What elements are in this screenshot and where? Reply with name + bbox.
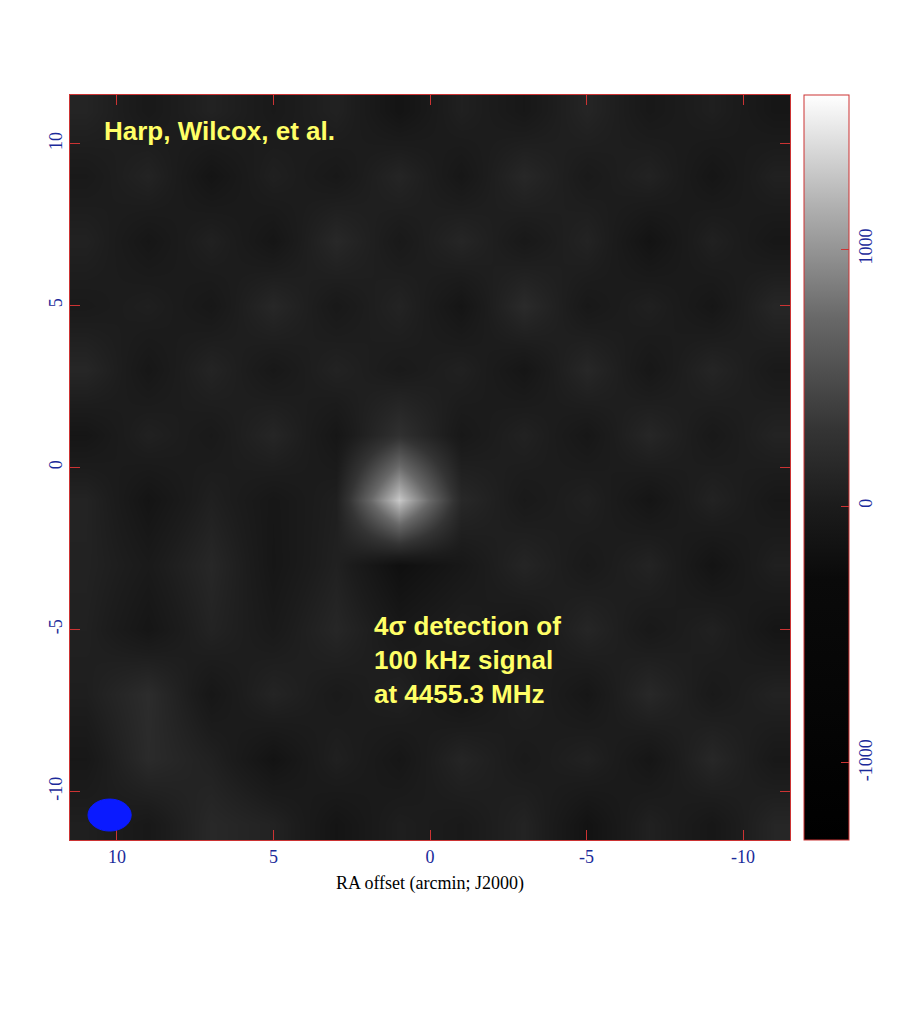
svg-text:10: 10 xyxy=(46,132,66,150)
svg-text:-5: -5 xyxy=(579,847,594,867)
svg-text:-1000: -1000 xyxy=(856,739,876,781)
svg-text:-5: -5 xyxy=(46,619,66,634)
svg-text:4σ detection of100 kHz signala: 4σ detection of100 kHz signalat 4455.3 M… xyxy=(374,611,561,709)
svg-text:5: 5 xyxy=(46,298,66,307)
svg-text:0: 0 xyxy=(856,499,876,508)
svg-text:Harp, Wilcox, et al.: Harp, Wilcox, et al. xyxy=(104,116,335,146)
svg-text:RA offset (arcmin; J2000): RA offset (arcmin; J2000) xyxy=(336,873,524,894)
svg-text:0: 0 xyxy=(426,847,435,867)
svg-text:1000: 1000 xyxy=(856,228,876,264)
svg-text:10: 10 xyxy=(108,847,126,867)
svg-text:5: 5 xyxy=(269,847,278,867)
svg-text:-10: -10 xyxy=(46,777,66,801)
svg-text:0: 0 xyxy=(46,460,66,469)
svg-text:-10: -10 xyxy=(731,847,755,867)
